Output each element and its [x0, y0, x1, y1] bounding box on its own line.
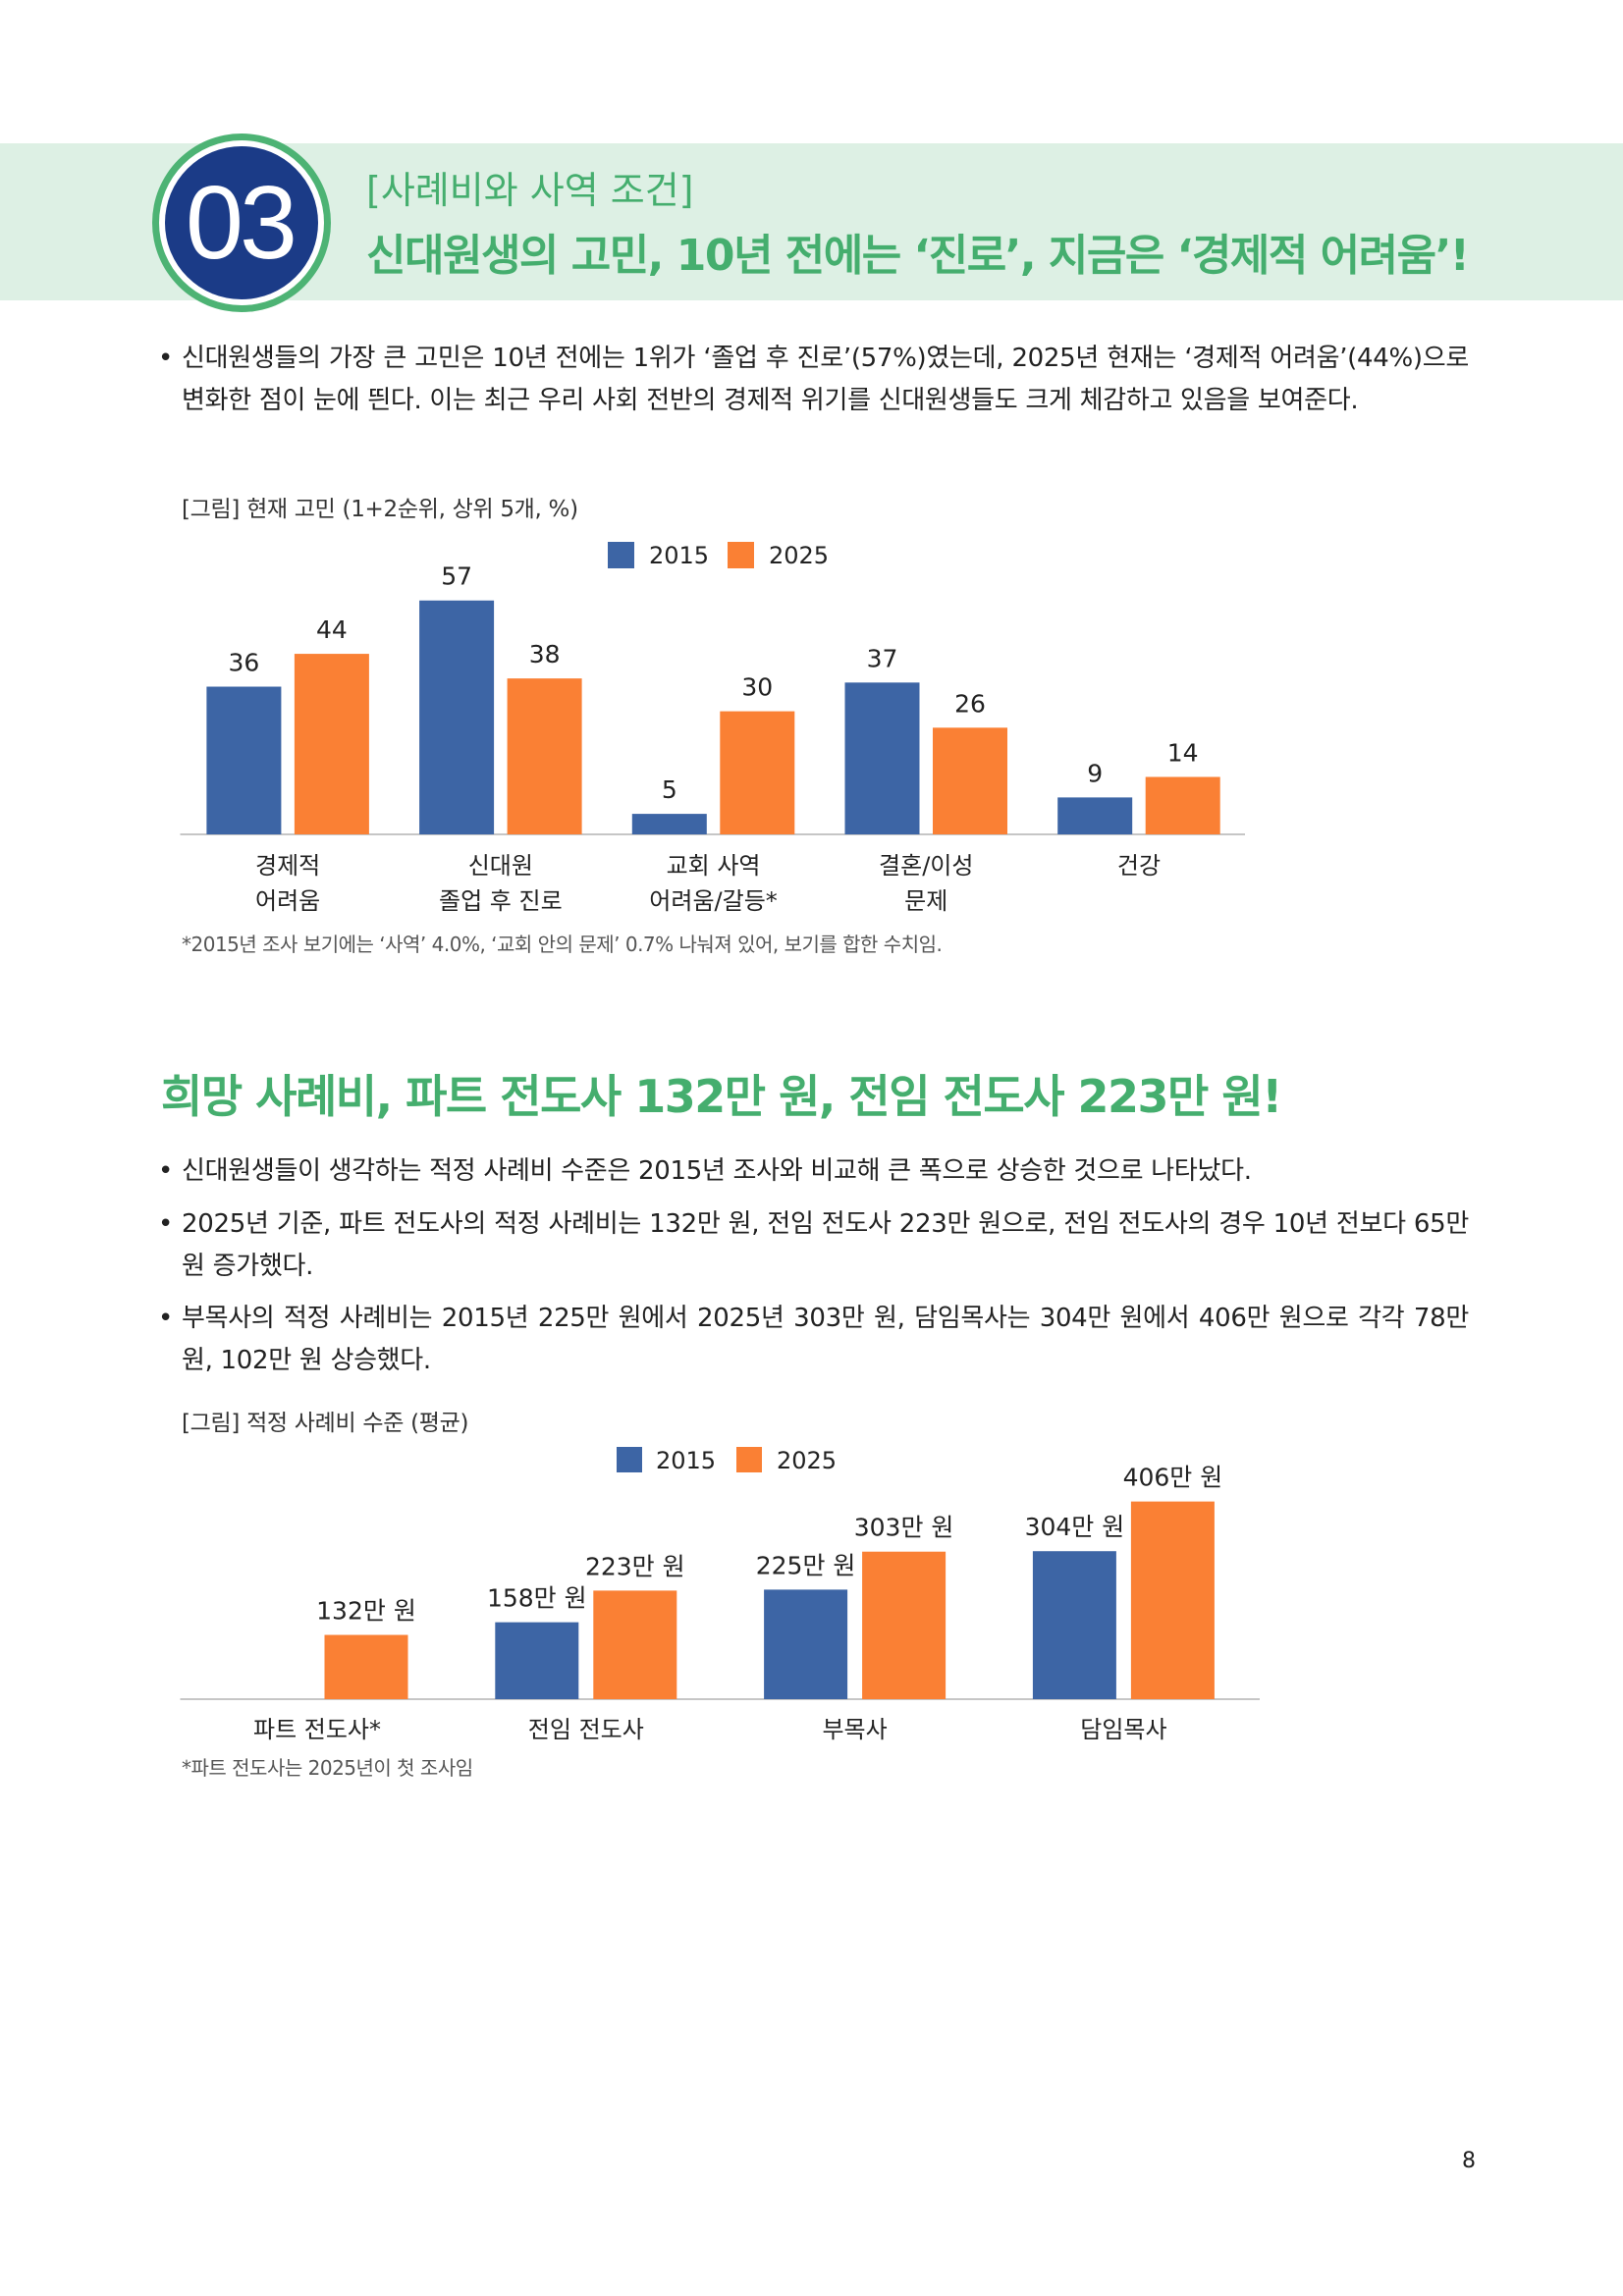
bullet-paragraph: 부목사의 적정 사례비는 2015년 225만 원에서 2025년 303만 원…	[158, 1298, 1469, 1381]
badge-core: 03	[165, 146, 318, 299]
data-label: 303만 원	[854, 1514, 954, 1542]
category-label: 전임 전도사	[528, 1716, 644, 1743]
chart-caption: [그림] 현재 고민 (1+2순위, 상위 5개, %)	[182, 497, 578, 522]
legend-label: 2025	[769, 542, 829, 569]
bar-2015	[419, 600, 495, 834]
chart-footnote: *2015년 조사 보기에는 ‘사역’ 4.0%, ‘교회 안의 문제’ 0.7…	[182, 933, 943, 956]
data-label: 36	[228, 649, 259, 677]
category-label: 결혼/이성	[879, 852, 973, 880]
section-heading: 희망 사례비, 파트 전도사 132만 원, 전임 전도사 223만 원!	[161, 1070, 1282, 1123]
bullet-paragraph: 2025년 기준, 파트 전도사의 적정 사례비는 132만 원, 전임 전도사…	[158, 1203, 1469, 1287]
data-label: 132만 원	[316, 1597, 416, 1626]
data-label: 26	[954, 689, 986, 718]
category-label: 교회 사역	[667, 852, 761, 880]
category-label: 담임목사	[1080, 1716, 1166, 1743]
category-label: 경제적	[255, 852, 320, 880]
category-label: 파트 전도사*	[253, 1716, 381, 1743]
legend-swatch-2015	[617, 1447, 642, 1472]
badge-ring: 03	[159, 140, 324, 305]
category-label: 부목사	[822, 1716, 887, 1743]
bar-2025	[720, 711, 795, 834]
category-label: 신대원	[468, 852, 533, 880]
bar-2025	[862, 1551, 947, 1699]
bar-2025	[1130, 1501, 1215, 1699]
category-label: 어려움	[255, 887, 320, 915]
bar-2015	[1032, 1551, 1116, 1699]
data-label: 44	[316, 615, 348, 644]
bar-2015	[844, 682, 920, 834]
data-label: 223만 원	[585, 1552, 685, 1580]
data-label: 225만 원	[756, 1551, 856, 1579]
legend-swatch-2025	[728, 542, 754, 568]
legend-swatch-2025	[736, 1447, 762, 1472]
data-label: 37	[867, 644, 898, 672]
bar-2025	[294, 654, 369, 834]
section-number: 03	[186, 165, 298, 281]
bar-2015	[764, 1589, 848, 1699]
bar-2015	[631, 814, 707, 834]
data-label: 5	[662, 775, 677, 804]
data-label: 38	[529, 640, 561, 668]
data-label: 14	[1167, 738, 1199, 767]
bar-2025	[1145, 776, 1220, 834]
bar-2015	[206, 686, 282, 834]
section-subtitle: [사례비와 사역 조건]	[366, 169, 694, 212]
data-label: 406만 원	[1123, 1464, 1223, 1492]
category-label: 졸업 후 진로	[439, 887, 563, 915]
data-label: 9	[1087, 759, 1103, 787]
category-label: 문제	[904, 887, 947, 915]
bar-2015	[495, 1622, 579, 1699]
legend-swatch-2015	[608, 542, 634, 568]
chart-footnote: *파트 전도사는 2025년이 첫 조사임	[182, 1756, 473, 1780]
salary-bar-chart: 2015 2025 132만 원파트 전도사* 158만 원 223만 원전임 전도사 2…	[180, 1447, 1260, 1743]
data-label: 57	[441, 562, 472, 591]
data-label: 30	[741, 673, 773, 702]
bar-2025	[324, 1634, 408, 1699]
page-number: 8	[1462, 2149, 1476, 2173]
bullet-paragraph: 신대원생들의 가장 큰 고민은 10년 전에는 1위가 ‘졸업 후 진로’(57…	[158, 338, 1469, 422]
data-label: 158만 원	[487, 1584, 587, 1613]
bar-2025	[933, 727, 1007, 834]
legend-label: 2015	[649, 542, 709, 569]
data-label: 304만 원	[1025, 1513, 1125, 1541]
category-label: 어려움/갈등*	[649, 887, 778, 915]
section-number-badge: 03	[152, 133, 331, 312]
chart-caption: [그림] 적정 사례비 수준 (평균)	[182, 1411, 469, 1436]
bar-2015	[1057, 797, 1133, 834]
category-label: 건강	[1117, 852, 1161, 880]
bar-2025	[507, 678, 582, 834]
bullet-paragraph: 신대원생들이 생각하는 적정 사례비 수준은 2015년 조사와 비교해 큰 폭…	[158, 1150, 1469, 1193]
legend-label: 2015	[656, 1447, 716, 1474]
bar-2025	[593, 1590, 677, 1699]
legend-label: 2025	[777, 1447, 837, 1474]
section-title: 신대원생의 고민, 10년 전에는 ‘진로’, 지금은 ‘경제적 어려움’!	[366, 231, 1470, 281]
